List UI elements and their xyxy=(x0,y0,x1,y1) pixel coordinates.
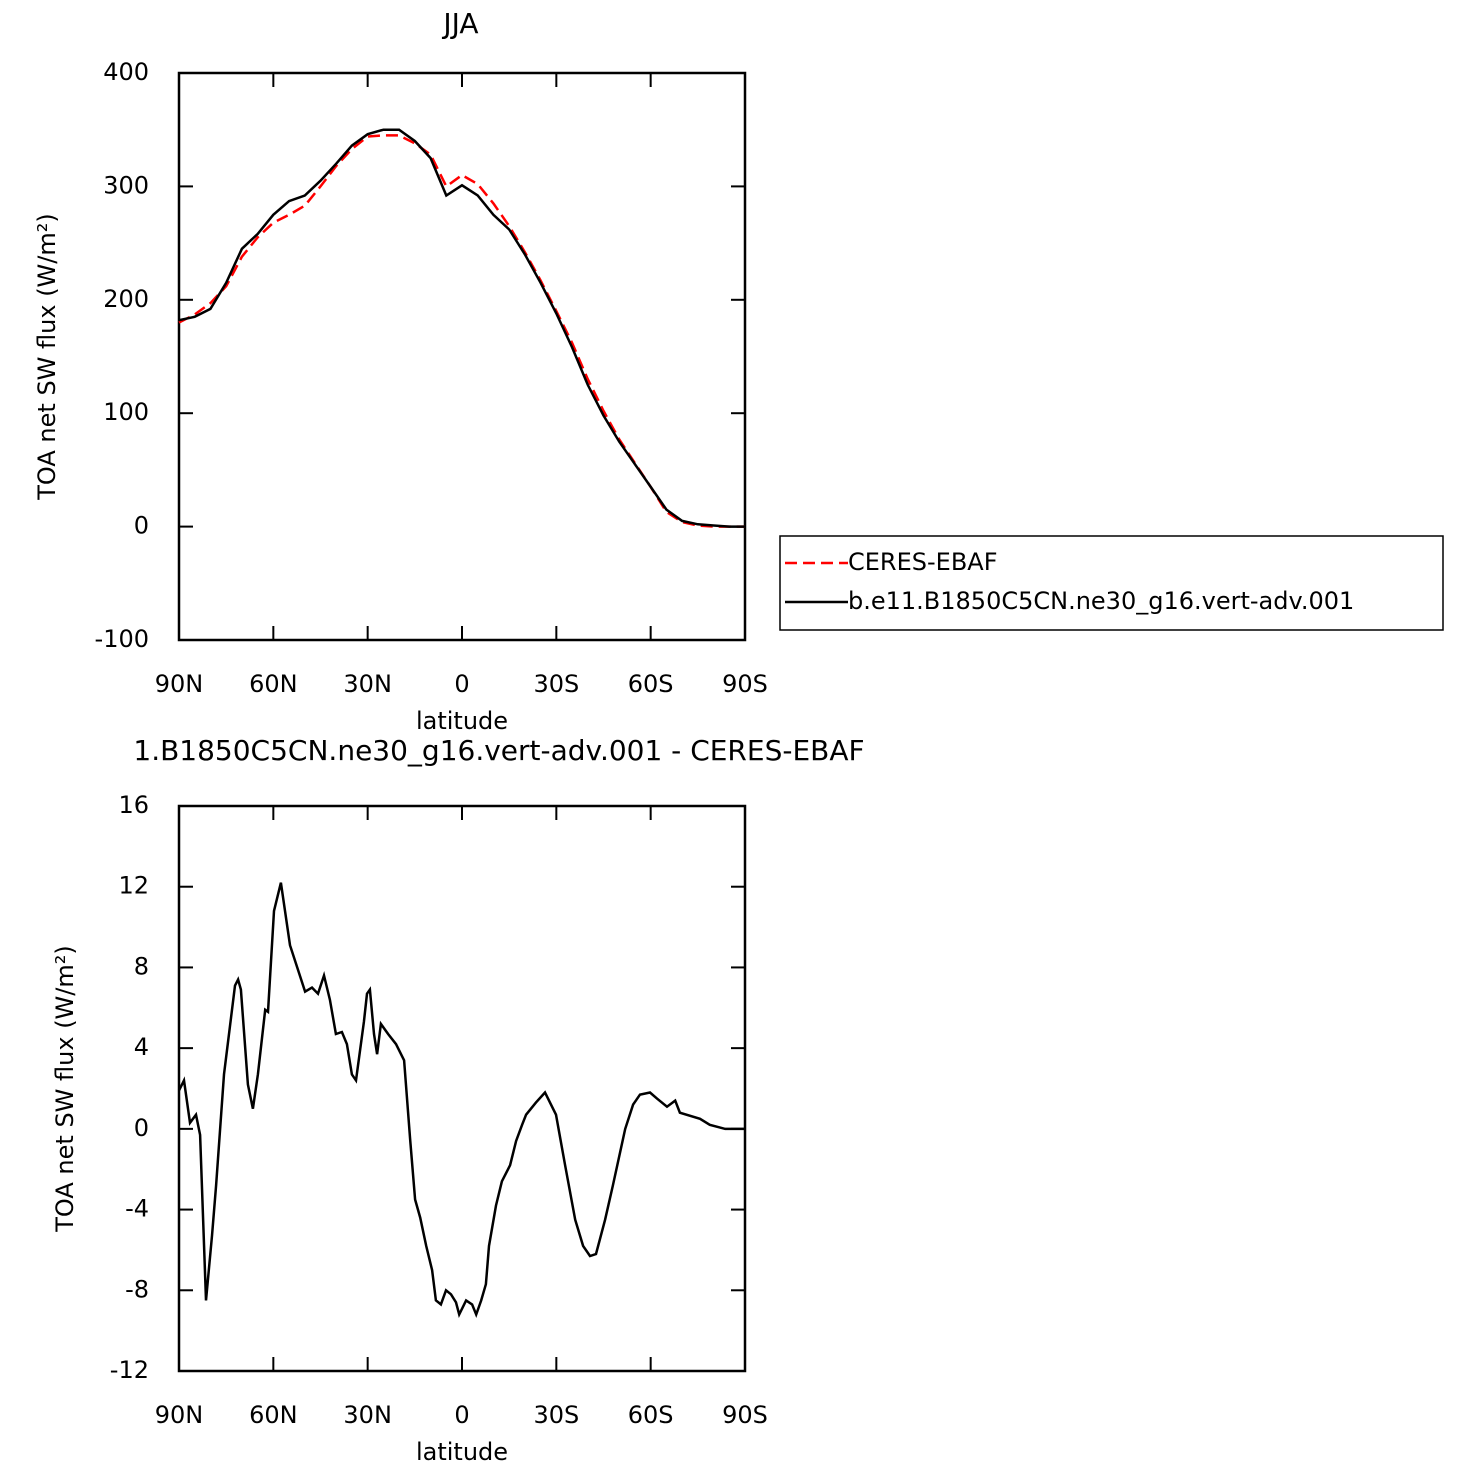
plot-frame xyxy=(177,71,747,642)
y-axis-label: TOA net SW flux (W/m²) xyxy=(51,945,79,1233)
y-tick-label: 400 xyxy=(103,58,149,86)
x-tick-label: 0 xyxy=(454,1401,469,1429)
data-line xyxy=(177,882,745,1319)
y-tick-label: -100 xyxy=(95,625,149,653)
plot-frame xyxy=(177,804,747,1373)
y-tick-label: -8 xyxy=(125,1275,149,1303)
y-tick-label: 100 xyxy=(103,398,149,426)
legend-label: b.e11.B1850C5CN.ne30_g16.vert-adv.001 xyxy=(848,587,1354,615)
y-axis-label: TOA net SW flux (W/m²) xyxy=(33,213,61,501)
legend-label: CERES-EBAF xyxy=(848,548,998,576)
x-tick-label: 30N xyxy=(343,1401,392,1429)
x-tick-label: 90N xyxy=(155,670,204,698)
y-tick-label: 0 xyxy=(134,1114,149,1142)
x-tick-label: 30S xyxy=(533,1401,579,1429)
y-tick-label: -12 xyxy=(110,1356,149,1384)
x-tick-label: 60S xyxy=(628,1401,674,1429)
y-tick-label: 0 xyxy=(134,512,149,540)
data-line xyxy=(178,134,745,528)
x-tick-label: 60S xyxy=(628,670,674,698)
y-tick-label: 8 xyxy=(134,952,149,980)
x-tick-label: 60N xyxy=(249,670,298,698)
x-tick-label: 60N xyxy=(249,1401,298,1429)
y-tick-label: 4 xyxy=(134,1033,149,1061)
y-tick-label: 300 xyxy=(103,171,149,199)
x-tick-label: 90S xyxy=(722,670,768,698)
y-tick-label: 200 xyxy=(103,285,149,313)
y-tick-label: 16 xyxy=(118,791,149,819)
x-tick-label: 90N xyxy=(155,1401,204,1429)
x-tick-label: 30S xyxy=(533,670,579,698)
y-tick-label: -4 xyxy=(125,1195,149,1223)
x-axis-label: latitude xyxy=(416,707,508,735)
x-axis-label: latitude xyxy=(416,1438,508,1466)
legend-box xyxy=(779,535,1444,631)
y-tick-label: 12 xyxy=(118,872,149,900)
x-tick-label: 90S xyxy=(722,1401,768,1429)
chart-title: JJA xyxy=(441,7,478,40)
x-tick-label: 30N xyxy=(343,670,392,698)
chart-title: 1.B1850C5CN.ne30_g16.vert-adv.001 - CERE… xyxy=(133,734,864,767)
x-tick-label: 0 xyxy=(454,670,469,698)
data-line xyxy=(178,128,745,528)
